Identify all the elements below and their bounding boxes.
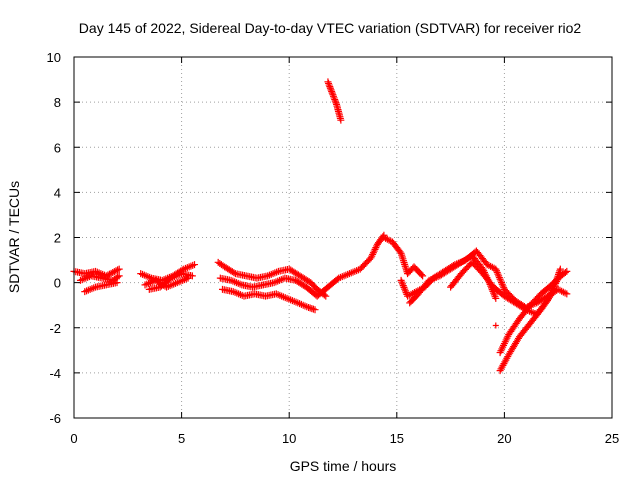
data-point bbox=[367, 254, 375, 262]
data-point bbox=[325, 81, 333, 89]
x-axis-label: GPS time / hours bbox=[290, 458, 397, 474]
grid-layer bbox=[74, 57, 612, 418]
data-point bbox=[547, 291, 555, 299]
data-point bbox=[327, 86, 335, 94]
series-track-e bbox=[141, 274, 192, 291]
data-layer bbox=[70, 78, 571, 375]
data-point bbox=[112, 267, 120, 275]
series-track-j bbox=[324, 78, 345, 124]
data-point bbox=[499, 282, 507, 290]
data-point bbox=[368, 252, 376, 260]
x-tick-label: 25 bbox=[605, 431, 619, 446]
x-tick-label: 10 bbox=[282, 431, 296, 446]
data-point bbox=[492, 322, 499, 329]
data-point bbox=[493, 267, 501, 275]
series-track-c bbox=[81, 279, 121, 296]
series-track-p bbox=[496, 265, 564, 375]
data-point bbox=[114, 266, 122, 274]
series-track-h bbox=[216, 231, 388, 300]
data-point bbox=[331, 97, 339, 105]
data-point bbox=[498, 280, 506, 288]
data-point bbox=[369, 250, 377, 258]
data-point bbox=[556, 265, 564, 273]
data-point bbox=[417, 271, 425, 279]
series-outlier bbox=[492, 322, 499, 329]
y-tick-label: 8 bbox=[54, 95, 61, 110]
data-point bbox=[495, 272, 503, 280]
data-point bbox=[337, 116, 345, 124]
data-point bbox=[311, 306, 319, 314]
data-point bbox=[492, 294, 500, 302]
data-point bbox=[328, 87, 336, 95]
data-point bbox=[372, 244, 380, 252]
plot-frame bbox=[73, 56, 613, 419]
y-tick-label: -6 bbox=[49, 411, 61, 426]
data-point bbox=[494, 270, 502, 278]
series-track-a bbox=[70, 265, 123, 280]
x-tick-label: 5 bbox=[178, 431, 185, 446]
series-track-g bbox=[214, 258, 330, 300]
series-track-k bbox=[380, 234, 427, 280]
y-tick-label: 10 bbox=[47, 50, 61, 65]
data-point bbox=[107, 269, 115, 277]
data-point bbox=[497, 277, 505, 285]
x-tick-label: 15 bbox=[390, 431, 404, 446]
x-tick-label: 0 bbox=[70, 431, 77, 446]
series-track-b bbox=[76, 272, 123, 284]
data-point bbox=[115, 272, 123, 280]
data-point bbox=[370, 247, 378, 255]
series-track-f bbox=[145, 270, 196, 293]
data-point bbox=[178, 266, 186, 274]
data-point bbox=[188, 272, 196, 280]
data-point bbox=[495, 274, 503, 282]
axis-layer: 0 5 10 15 20 25 -6 -4 -2 0 2 4 6 8 10 bbox=[47, 50, 620, 446]
y-axis-label: SDTVAR / TECUs bbox=[6, 181, 22, 293]
y-tick-label: -2 bbox=[49, 321, 61, 336]
data-point bbox=[561, 268, 569, 276]
data-point bbox=[563, 267, 571, 275]
y-tick-label: -4 bbox=[49, 366, 61, 381]
data-point bbox=[563, 290, 571, 298]
y-tick-label: 0 bbox=[54, 276, 61, 291]
data-point bbox=[191, 261, 199, 269]
y-tick-label: 4 bbox=[54, 185, 61, 200]
data-point bbox=[328, 89, 336, 97]
data-point bbox=[369, 249, 377, 257]
data-point bbox=[324, 78, 332, 86]
x-tick-label: 20 bbox=[497, 431, 511, 446]
data-point bbox=[110, 268, 118, 276]
data-point bbox=[419, 272, 427, 280]
data-point bbox=[329, 92, 337, 100]
data-point bbox=[115, 265, 123, 273]
y-tick-label: 6 bbox=[54, 140, 61, 155]
data-point bbox=[498, 279, 506, 287]
data-point bbox=[493, 268, 501, 276]
y-tick-label: 2 bbox=[54, 231, 61, 246]
data-point bbox=[332, 99, 340, 107]
data-point bbox=[330, 94, 338, 102]
data-point bbox=[561, 289, 569, 297]
data-point bbox=[331, 96, 339, 104]
data-point bbox=[326, 83, 334, 91]
data-point bbox=[396, 248, 404, 256]
chart-title: Day 145 of 2022, Sidereal Day-to-day VTE… bbox=[79, 20, 582, 36]
data-point bbox=[113, 279, 121, 287]
series-track-i bbox=[218, 285, 319, 314]
data-point bbox=[325, 79, 333, 87]
data-point bbox=[322, 292, 330, 300]
data-point bbox=[326, 84, 334, 92]
data-point bbox=[496, 275, 504, 283]
data-point bbox=[492, 265, 500, 273]
data-point bbox=[109, 268, 117, 276]
data-point bbox=[371, 245, 379, 253]
data-point bbox=[329, 91, 337, 99]
data-point bbox=[230, 269, 238, 277]
